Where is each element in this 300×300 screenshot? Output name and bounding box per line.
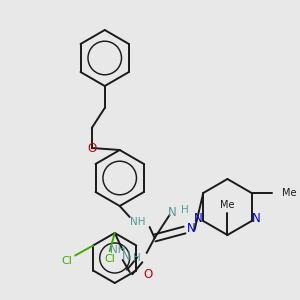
Text: NH: NH <box>110 245 125 255</box>
Text: Me: Me <box>220 200 235 210</box>
Text: H: H <box>133 253 140 263</box>
Text: O: O <box>143 268 152 281</box>
Text: N: N <box>168 206 177 218</box>
Text: N: N <box>187 221 196 235</box>
Text: N: N <box>252 212 261 224</box>
Text: O: O <box>87 142 96 154</box>
Text: N: N <box>194 212 203 224</box>
Text: N: N <box>122 250 131 262</box>
Text: Cl: Cl <box>104 254 115 264</box>
Text: H: H <box>181 205 188 215</box>
Text: NH: NH <box>130 217 146 227</box>
Text: Cl: Cl <box>62 256 73 266</box>
Text: Me: Me <box>281 188 296 198</box>
